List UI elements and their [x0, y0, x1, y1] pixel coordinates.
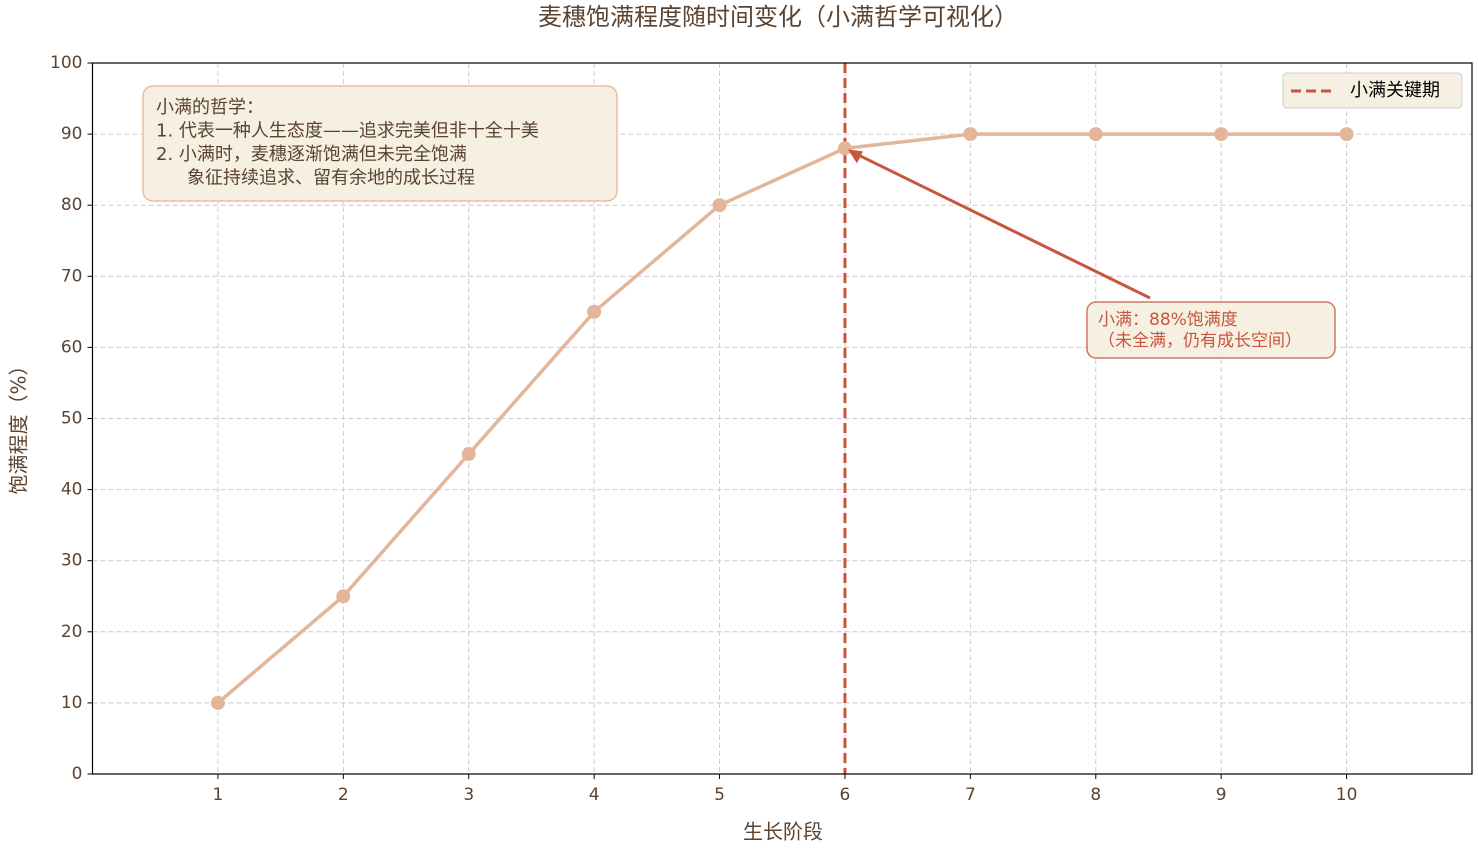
- data-point: [1339, 127, 1354, 142]
- data-line: [216, 132, 1347, 705]
- x-axis-label: 生长阶段: [743, 820, 823, 844]
- data-point: [336, 589, 351, 604]
- y-tick-label: 100: [50, 53, 82, 73]
- x-tick-label: 7: [965, 785, 976, 805]
- annotation-box: [1086, 301, 1336, 359]
- text-box-line: 象征持续追求、留有余地的成长过程: [187, 168, 475, 189]
- text-box: [142, 85, 618, 202]
- y-tick-label: 0: [72, 764, 83, 784]
- text-box-line: 2. 小满时，麦穗逐渐饱满但未完全饱满: [156, 144, 467, 165]
- y-tick-label: 20: [61, 622, 83, 642]
- y-tick-label: 10: [61, 693, 83, 713]
- data-point: [461, 447, 476, 462]
- plot-frame: [91, 62, 1473, 775]
- data-point: [1214, 127, 1229, 142]
- chart-title: 麦穗饱满程度随时间变化（小满哲学可视化）: [538, 3, 1018, 31]
- x-tick-label: 3: [463, 785, 474, 805]
- y-tick-label: 70: [61, 266, 83, 286]
- text-box-line: 1. 代表一种人生态度——追求完美但非十全十美: [156, 121, 539, 142]
- y-tick-label: 50: [61, 409, 83, 429]
- x-tick-label: 4: [589, 785, 600, 805]
- data-point: [963, 127, 978, 142]
- annotation-arrowhead: [847, 149, 863, 164]
- data-point: [587, 304, 602, 319]
- annotation-text: 小满：88%饱满度: [1098, 310, 1238, 330]
- annotation-arrow: [852, 150, 1151, 300]
- data-point: [837, 141, 852, 156]
- x-tick-label: 9: [1216, 785, 1227, 805]
- data-point: [210, 695, 225, 710]
- y-tick-label: 40: [61, 480, 83, 500]
- x-tick-label: 5: [714, 785, 725, 805]
- y-tick-label: 90: [61, 124, 83, 144]
- data-point: [712, 198, 727, 213]
- x-tick-label: 2: [338, 785, 349, 805]
- legend-label: 小满关键期: [1350, 80, 1440, 101]
- y-axis-label: 饱满程度（%）: [7, 355, 31, 494]
- annotation-text: （未全满，仍有成长空间）: [1098, 331, 1302, 351]
- x-tick-label: 8: [1090, 785, 1101, 805]
- y-tick-label: 80: [61, 195, 83, 215]
- y-tick-label: 60: [61, 337, 83, 357]
- x-tick-label: 1: [212, 785, 223, 805]
- y-tick-label: 30: [61, 551, 83, 571]
- x-tick-label: 10: [1336, 785, 1358, 805]
- legend-box: [1282, 72, 1463, 109]
- text-box-line: 小满的哲学：: [156, 97, 264, 118]
- data-point: [1088, 127, 1103, 142]
- x-tick-label: 6: [840, 785, 851, 805]
